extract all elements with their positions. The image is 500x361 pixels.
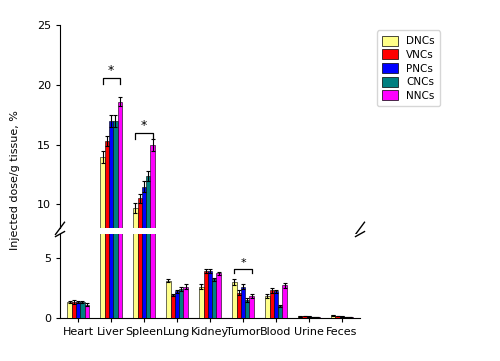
Bar (302, 316, 307, 318)
Bar (270, 296, 274, 324)
Bar (138, 192, 142, 318)
Legend: DNCs, VNCs, PNCs, CNCs, NNCs: DNCs, VNCs, PNCs, CNCs, NNCs (377, 30, 440, 106)
Bar (72, 302, 76, 318)
Bar (68, 302, 71, 318)
Bar (270, 290, 274, 318)
Bar (76, 302, 80, 318)
Bar (316, 317, 320, 318)
Bar (298, 323, 302, 324)
Bar (184, 287, 188, 318)
Bar (208, 277, 212, 324)
Bar (142, 180, 146, 318)
Bar (208, 271, 212, 318)
Bar (274, 297, 278, 324)
Bar (170, 301, 175, 324)
Bar (331, 315, 336, 318)
Bar (100, 157, 104, 324)
Bar (236, 299, 241, 324)
Bar (80, 302, 84, 318)
Text: *: * (141, 118, 147, 131)
Bar (100, 151, 104, 318)
Bar (250, 303, 254, 324)
Bar (84, 311, 89, 324)
Bar (232, 288, 236, 324)
Bar (216, 280, 220, 324)
Bar (113, 121, 117, 324)
Bar (204, 271, 208, 318)
Bar (150, 145, 155, 324)
Bar (216, 274, 220, 318)
Bar (200, 293, 203, 324)
Bar (212, 286, 216, 324)
Bar (72, 308, 76, 324)
Bar (282, 292, 286, 324)
Bar (245, 306, 250, 324)
Bar (109, 115, 113, 318)
Bar (175, 297, 179, 324)
Bar (150, 139, 155, 318)
Bar (298, 317, 302, 318)
Bar (250, 296, 254, 318)
Bar (179, 289, 184, 318)
Bar (113, 115, 117, 318)
Bar (146, 176, 150, 324)
Bar (142, 187, 146, 324)
Bar (204, 277, 208, 324)
Bar (307, 317, 311, 318)
Bar (340, 317, 344, 318)
Bar (348, 323, 352, 324)
Bar (84, 305, 89, 318)
Bar (170, 295, 175, 318)
Bar (109, 121, 113, 324)
Bar (175, 291, 179, 318)
Bar (138, 199, 142, 324)
Bar (265, 303, 270, 324)
Bar (344, 323, 348, 324)
Text: Injected dose/g tissue, %: Injected dose/g tissue, % (10, 110, 20, 251)
Bar (184, 293, 188, 324)
Bar (146, 170, 150, 318)
Text: *: * (108, 64, 114, 77)
Bar (76, 308, 80, 324)
Bar (274, 291, 278, 318)
Bar (241, 293, 245, 324)
Bar (340, 323, 344, 324)
Bar (179, 295, 184, 324)
Bar (134, 202, 138, 318)
Bar (118, 96, 122, 318)
Text: *: * (240, 258, 246, 268)
Bar (236, 293, 241, 318)
Bar (311, 317, 316, 318)
Bar (245, 300, 250, 318)
Bar (241, 287, 245, 318)
Bar (134, 208, 138, 324)
Bar (302, 322, 307, 324)
Bar (278, 312, 282, 324)
Bar (80, 308, 84, 324)
Bar (336, 322, 340, 324)
Bar (118, 102, 122, 324)
Bar (331, 322, 336, 324)
Bar (307, 323, 311, 324)
Bar (104, 141, 109, 324)
Bar (311, 323, 316, 324)
Bar (265, 296, 270, 318)
Bar (68, 308, 71, 324)
Bar (278, 306, 282, 318)
Bar (232, 282, 236, 318)
Bar (348, 317, 352, 318)
Bar (316, 323, 320, 324)
Bar (212, 279, 216, 318)
Bar (200, 287, 203, 318)
Bar (344, 317, 348, 318)
Bar (336, 316, 340, 318)
Bar (104, 135, 109, 318)
Bar (166, 287, 170, 324)
Bar (166, 280, 170, 318)
Bar (282, 286, 286, 318)
